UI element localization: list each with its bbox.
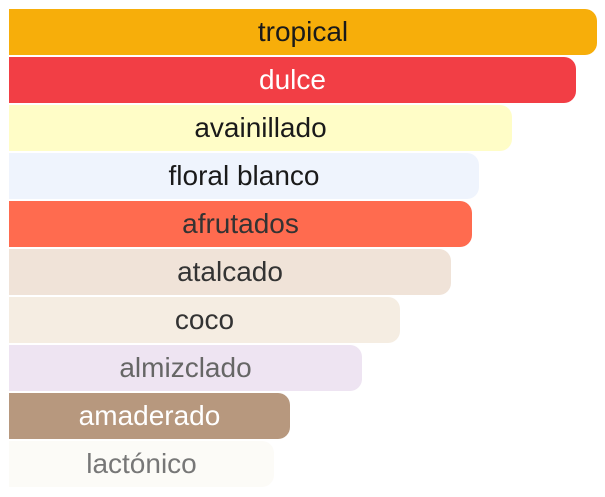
bar-label: almizclado: [119, 352, 252, 383]
bar-label: atalcado: [177, 256, 283, 287]
bar-dulce: dulce: [9, 57, 576, 103]
bar-label: avainillado: [194, 112, 327, 143]
bar-label: tropical: [257, 16, 349, 47]
bar-tropical: tropical: [9, 9, 597, 55]
bar-floral-blanco: floral blanco: [9, 153, 479, 199]
bar-almizclado: almizclado: [9, 345, 362, 391]
bar-label: amaderado: [78, 400, 221, 431]
bar-amaderado: amaderado: [9, 393, 290, 439]
bar-coco: coco: [9, 297, 400, 343]
bar-afrutados: afrutados: [9, 201, 472, 247]
bar-avainillado: avainillado: [9, 105, 512, 151]
bar-label: dulce: [259, 64, 326, 95]
bar-label: coco: [174, 304, 235, 335]
bar-label: afrutados: [182, 208, 299, 239]
bar-label: floral blanco: [168, 160, 320, 191]
bar-label: lactónico: [86, 448, 197, 479]
bar-lactónico: lactónico: [9, 441, 274, 487]
bar-atalcado: atalcado: [9, 249, 451, 295]
